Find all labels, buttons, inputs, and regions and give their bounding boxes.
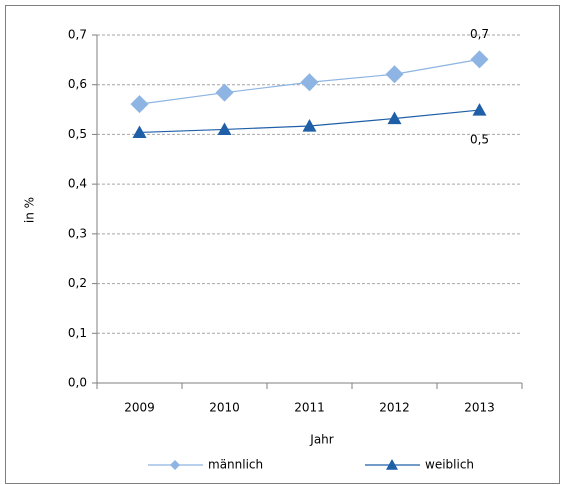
y-tick-label: 0,1 xyxy=(68,326,87,340)
legend-label: männlich xyxy=(208,458,263,472)
y-tick-label: 0,6 xyxy=(68,77,87,91)
x-axis-label: Jahr xyxy=(309,433,333,447)
x-tick-label: 2011 xyxy=(294,401,325,415)
y-axis-label: in % xyxy=(23,197,37,223)
y-tick-label: 0,7 xyxy=(68,28,87,42)
y-tick-label: 0,2 xyxy=(68,276,87,290)
x-tick-label: 2009 xyxy=(124,401,155,415)
marker xyxy=(300,73,319,92)
frame xyxy=(5,5,560,484)
data-label: 0,7 xyxy=(470,27,489,41)
marker xyxy=(170,460,180,470)
marker xyxy=(302,118,317,132)
data-label: 0,5 xyxy=(470,133,489,147)
y-tick-label: 0,3 xyxy=(68,226,87,240)
marker xyxy=(215,83,234,102)
y-tick-label: 0,0 xyxy=(68,376,87,390)
legend-label: weiblich xyxy=(425,458,474,472)
x-tick-label: 2012 xyxy=(379,401,410,415)
marker xyxy=(132,125,147,139)
marker xyxy=(472,103,487,116)
marker xyxy=(217,122,232,136)
y-tick-label: 0,5 xyxy=(68,127,87,141)
marker xyxy=(385,65,404,84)
marker xyxy=(130,95,149,114)
marker xyxy=(470,50,489,69)
marker xyxy=(387,111,402,125)
x-tick-label: 2013 xyxy=(464,401,495,415)
x-tick-label: 2010 xyxy=(209,401,240,415)
y-tick-label: 0,4 xyxy=(68,177,87,191)
marker xyxy=(386,459,398,470)
